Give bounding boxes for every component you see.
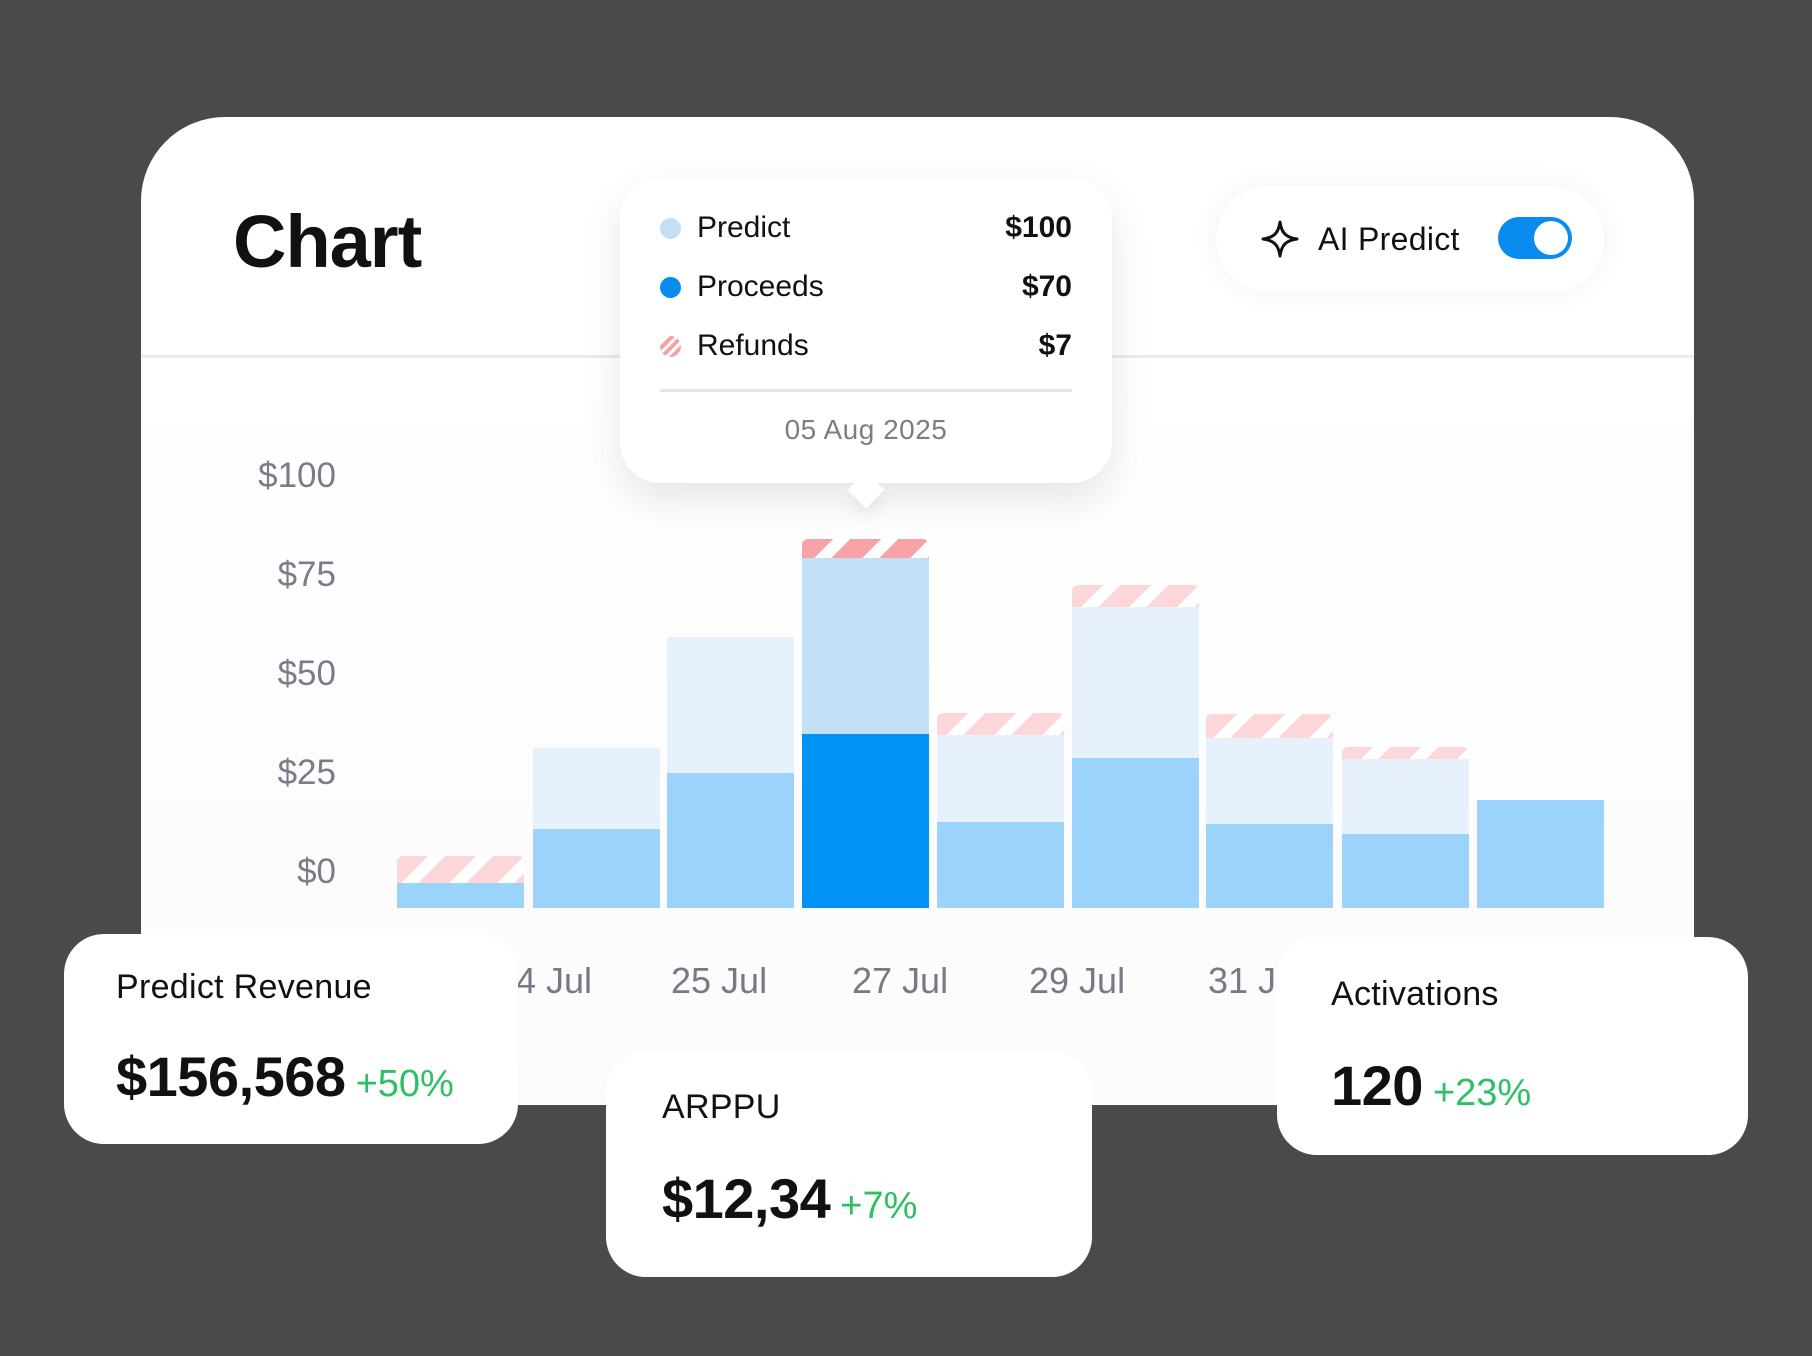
- chart-tooltip: Predict $100 Proceeds $70 Refunds $7 05 …: [620, 178, 1112, 509]
- x-tick-label: 31 J: [1208, 960, 1277, 1001]
- tooltip-series-value: $100: [1005, 211, 1072, 244]
- refunds-segment: [1342, 747, 1469, 759]
- x-tick-label: 27 Jul: [852, 960, 949, 1001]
- tooltip-divider: [660, 389, 1072, 392]
- tooltip-row-proceeds: Proceeds $70: [660, 267, 1072, 307]
- stat-delta: +50%: [355, 1063, 454, 1105]
- stat-card-arppu: ARPPU $12,34 +7%: [606, 1052, 1092, 1277]
- bar-highlighted[interactable]: [802, 539, 929, 908]
- refunds-segment: [397, 856, 524, 883]
- sparkle-icon: [1261, 220, 1299, 258]
- stat-delta: +23%: [1432, 1072, 1532, 1114]
- refunds-segment: [1072, 585, 1199, 607]
- proceeds-segment: [397, 883, 524, 908]
- y-tick-label: $0: [297, 852, 336, 891]
- stat-label: ARPPU: [662, 1088, 781, 1126]
- ai-predict-control[interactable]: AI Predict: [1216, 186, 1604, 292]
- stat-label: Activations: [1331, 975, 1499, 1013]
- tooltip-series-value: $7: [1038, 329, 1072, 362]
- y-tick-label: $50: [277, 654, 336, 693]
- tooltip-series-name: Refunds: [697, 329, 809, 362]
- stat-value: $156,568: [116, 1045, 346, 1108]
- proceeds-segment: [667, 773, 794, 908]
- x-tick-label: 25 Jul: [671, 960, 768, 1001]
- stat-value-row: $156,568 +50%: [116, 1044, 454, 1109]
- page-title: Chart: [233, 200, 422, 283]
- refunds-segment: [1206, 714, 1333, 738]
- tooltip-series-value: $70: [1021, 270, 1072, 303]
- predict-segment: [667, 637, 794, 773]
- stat-delta: +7%: [840, 1185, 918, 1227]
- stat-value: 120: [1331, 1054, 1423, 1117]
- proceeds-segment: [802, 734, 929, 908]
- refunds-segment: [802, 539, 929, 558]
- stat-value: $12,34: [662, 1167, 831, 1230]
- tooltip-row-refunds: Refunds $7: [660, 326, 1072, 366]
- tooltip-series-name: Proceeds: [697, 270, 824, 303]
- predict-segment: [1072, 607, 1199, 758]
- stat-card-predict-revenue: Predict Revenue $156,568 +50%: [64, 934, 518, 1144]
- stat-value-row: 120 +23%: [1331, 1053, 1531, 1118]
- bar[interactable]: [397, 856, 524, 908]
- proceeds-dot-icon: [660, 276, 681, 298]
- proceeds-segment: [937, 822, 1064, 908]
- proceeds-segment: [1342, 834, 1469, 908]
- bar[interactable]: [1477, 800, 1604, 908]
- proceeds-segment: [1477, 800, 1604, 908]
- stat-label: Predict Revenue: [116, 968, 372, 1006]
- proceeds-segment: [1072, 758, 1199, 908]
- bar[interactable]: [533, 748, 660, 908]
- predict-segment: [1342, 759, 1469, 834]
- bar[interactable]: [667, 637, 794, 908]
- tooltip-series-name: Predict: [697, 211, 791, 244]
- refunds-striped-icon: [660, 335, 681, 357]
- proceeds-segment: [1206, 824, 1333, 908]
- bar[interactable]: [937, 713, 1064, 908]
- refunds-segment: [937, 713, 1064, 735]
- predict-segment: [937, 735, 1064, 822]
- predict-segment: [533, 748, 660, 829]
- y-tick-label: $75: [277, 555, 336, 594]
- tooltip-row-predict: Predict $100: [660, 208, 1072, 248]
- y-tick-label: $25: [277, 753, 336, 792]
- bar[interactable]: [1072, 585, 1199, 908]
- ai-predict-toggle[interactable]: [1498, 217, 1572, 259]
- bar[interactable]: [1206, 714, 1333, 908]
- ai-predict-label: AI Predict: [1318, 220, 1460, 257]
- y-tick-label: $100: [258, 456, 336, 495]
- x-tick-label: 29 Jul: [1029, 960, 1126, 1001]
- stat-card-activations: Activations 120 +23%: [1277, 937, 1748, 1155]
- predict-segment: [802, 558, 929, 734]
- toggle-knob: [1534, 221, 1568, 255]
- tooltip-date: 05 Aug 2025: [784, 414, 948, 445]
- proceeds-segment: [533, 829, 660, 908]
- x-tick-label: 4 Jul: [516, 960, 593, 1001]
- stat-value-row: $12,34 +7%: [662, 1166, 917, 1231]
- bar[interactable]: [1342, 747, 1469, 908]
- predict-dot-icon: [660, 217, 681, 239]
- predict-segment: [1206, 738, 1333, 824]
